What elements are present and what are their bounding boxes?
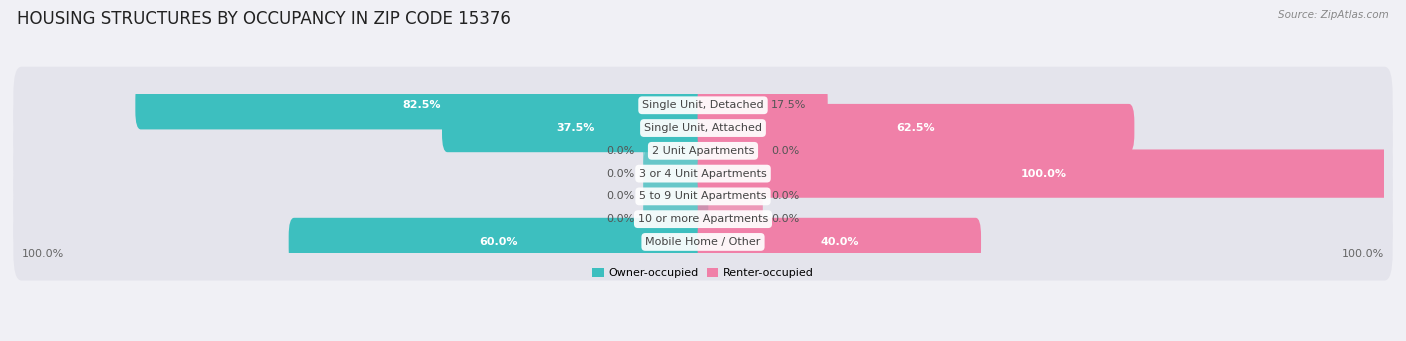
- Text: 0.0%: 0.0%: [606, 191, 636, 202]
- Text: 82.5%: 82.5%: [402, 100, 441, 110]
- Text: 5 to 9 Unit Apartments: 5 to 9 Unit Apartments: [640, 191, 766, 202]
- Text: 2 Unit Apartments: 2 Unit Apartments: [652, 146, 754, 156]
- Text: 60.0%: 60.0%: [479, 237, 517, 247]
- Text: 0.0%: 0.0%: [770, 191, 800, 202]
- Text: 0.0%: 0.0%: [606, 168, 636, 179]
- FancyBboxPatch shape: [14, 67, 1392, 144]
- FancyBboxPatch shape: [14, 135, 1392, 212]
- FancyBboxPatch shape: [643, 127, 709, 175]
- FancyBboxPatch shape: [643, 195, 709, 243]
- Text: 0.0%: 0.0%: [606, 214, 636, 224]
- Text: Single Unit, Detached: Single Unit, Detached: [643, 100, 763, 110]
- Text: 100.0%: 100.0%: [1343, 250, 1385, 260]
- Text: 0.0%: 0.0%: [770, 146, 800, 156]
- Text: 0.0%: 0.0%: [770, 214, 800, 224]
- FancyBboxPatch shape: [14, 158, 1392, 235]
- FancyBboxPatch shape: [697, 81, 828, 130]
- Legend: Owner-occupied, Renter-occupied: Owner-occupied, Renter-occupied: [588, 264, 818, 283]
- Text: Mobile Home / Other: Mobile Home / Other: [645, 237, 761, 247]
- Text: 10 or more Apartments: 10 or more Apartments: [638, 214, 768, 224]
- Text: Source: ZipAtlas.com: Source: ZipAtlas.com: [1278, 10, 1389, 20]
- FancyBboxPatch shape: [135, 81, 709, 130]
- FancyBboxPatch shape: [697, 218, 981, 266]
- FancyBboxPatch shape: [643, 149, 709, 198]
- Text: 40.0%: 40.0%: [820, 237, 859, 247]
- FancyBboxPatch shape: [697, 127, 763, 175]
- FancyBboxPatch shape: [697, 104, 1135, 152]
- FancyBboxPatch shape: [441, 104, 709, 152]
- Text: 17.5%: 17.5%: [770, 100, 807, 110]
- FancyBboxPatch shape: [14, 181, 1392, 258]
- Text: Single Unit, Attached: Single Unit, Attached: [644, 123, 762, 133]
- FancyBboxPatch shape: [288, 218, 709, 266]
- Text: 3 or 4 Unit Apartments: 3 or 4 Unit Apartments: [640, 168, 766, 179]
- Text: 100.0%: 100.0%: [21, 250, 63, 260]
- FancyBboxPatch shape: [697, 195, 763, 243]
- Text: 0.0%: 0.0%: [606, 146, 636, 156]
- FancyBboxPatch shape: [697, 172, 763, 221]
- FancyBboxPatch shape: [697, 149, 1391, 198]
- FancyBboxPatch shape: [14, 203, 1392, 281]
- Text: HOUSING STRUCTURES BY OCCUPANCY IN ZIP CODE 15376: HOUSING STRUCTURES BY OCCUPANCY IN ZIP C…: [17, 10, 510, 28]
- Text: 100.0%: 100.0%: [1021, 168, 1067, 179]
- FancyBboxPatch shape: [643, 172, 709, 221]
- Text: 37.5%: 37.5%: [555, 123, 595, 133]
- FancyBboxPatch shape: [14, 112, 1392, 189]
- FancyBboxPatch shape: [14, 89, 1392, 167]
- Text: 62.5%: 62.5%: [897, 123, 935, 133]
